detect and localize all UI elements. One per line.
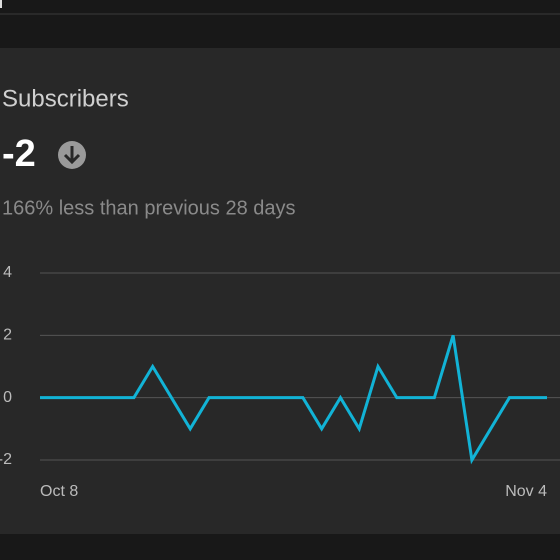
line xyxy=(40,334,547,465)
y-tick-label: 0 xyxy=(3,389,12,406)
card xyxy=(0,48,560,534)
down-icon xyxy=(58,141,86,169)
y-tick-label: -2 xyxy=(0,451,12,468)
cursor-mark xyxy=(0,0,2,8)
y-tick-label: 2 xyxy=(3,327,12,344)
card-value: -2 xyxy=(2,133,36,175)
card-title: Subscribers xyxy=(2,85,129,112)
x-tick-label: Oct 8 xyxy=(40,483,78,500)
comparison: 166% less than previous 28 days xyxy=(2,197,296,219)
x-tick-label: Nov 4 xyxy=(505,483,547,500)
y-tick-label: 4 xyxy=(3,264,12,281)
